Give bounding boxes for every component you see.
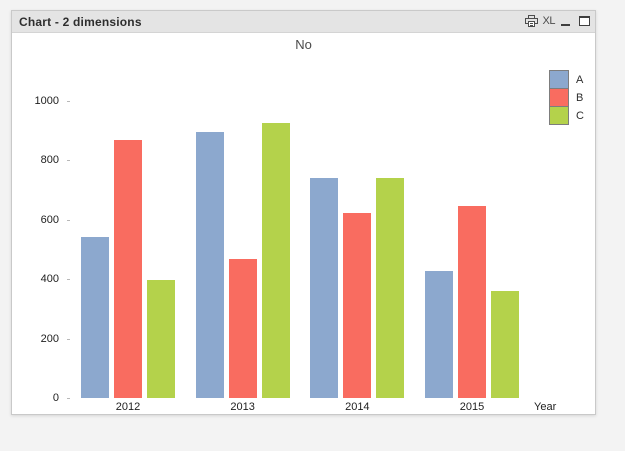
y-tick-label-0: 0 [52,392,59,404]
bar-2015-C[interactable] [491,291,519,398]
y-tick-label-200: 200 [40,332,59,345]
bar-2015-A[interactable] [425,270,453,398]
minimize-icon[interactable] [560,15,573,28]
y-tick-mark [67,279,70,281]
legend-label-C: C [576,109,584,122]
legend-item-C[interactable]: C [549,106,584,125]
chart-area: No 0 200 400 600 800 1000 2012 2013 2014 2015 Ye… [12,33,595,414]
x-tick-label-2013: 2013 [230,401,255,413]
y-tick-label-1000: 1000 [34,95,59,107]
y-tick-label-800: 800 [40,154,59,167]
bar-2015-B[interactable] [458,206,486,398]
legend-label-A: A [576,73,584,86]
y-tick-mark [67,101,70,102]
bar-2014-C[interactable] [376,177,405,398]
bar-2014-A[interactable] [310,177,339,398]
window-title: Chart - 2 dimensions [19,14,142,29]
x-tick-label-2012: 2012 [115,401,141,413]
bar-2014-B[interactable] [343,212,372,398]
x-tick-label-2015: 2015 [459,401,485,413]
y-tick-mark [67,398,70,399]
legend-label-B: B [576,91,584,104]
y-tick-label-600: 600 [40,213,59,226]
chart-title: No [295,37,312,52]
bar-2012-C[interactable] [147,280,175,398]
maximize-icon[interactable] [578,15,591,28]
y-tick-mark [67,338,70,340]
legend-swatch-C [549,106,569,125]
legend-item-A[interactable]: A [549,70,584,89]
bar-2013-A[interactable] [195,131,224,398]
bar-2013-B[interactable] [228,259,257,398]
y-tick-label-400: 400 [40,273,59,286]
legend-swatch-B [549,88,569,107]
y-tick-mark [67,219,70,221]
bar-2013-C[interactable] [261,122,290,398]
window-titlebar[interactable]: Chart - 2 dimensions XL [12,11,595,33]
x-tick-label-2014: 2014 [345,401,370,413]
print-icon[interactable] [524,15,538,28]
legend-swatch-A [549,70,569,89]
legend-item-B[interactable]: B [549,88,584,107]
x-axis-title: Year [534,401,557,413]
caption-icon-group: XL [524,15,591,28]
excel-export-icon[interactable]: XL [542,15,556,27]
bar-2012-B[interactable] [114,140,142,398]
chart-window: Chart - 2 dimensions XL No 0 200 400 600 800… [11,10,596,415]
y-tick-mark [67,160,70,162]
bar-2012-A[interactable] [81,237,109,398]
